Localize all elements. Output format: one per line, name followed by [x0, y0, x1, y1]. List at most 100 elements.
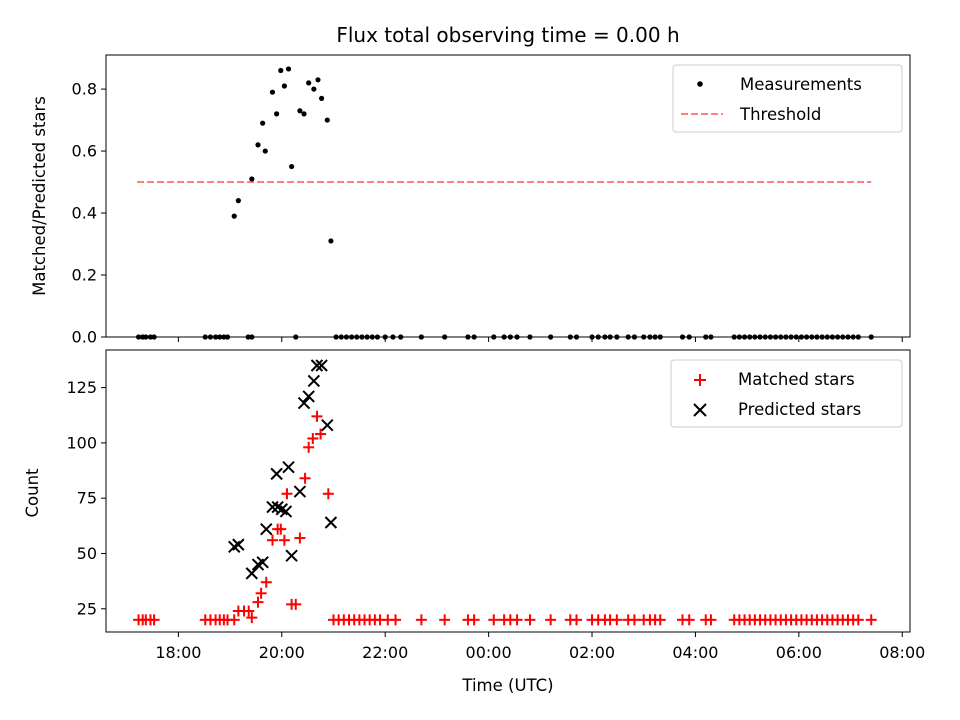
data-point-matched [611, 614, 623, 626]
marker-stroke [232, 538, 245, 551]
data-point-matched [266, 534, 278, 546]
bottom-legend: Matched stars Predicted stars [670, 359, 903, 428]
data-point-matched [303, 441, 315, 453]
data-point-measurement [260, 120, 266, 126]
data-point-matched [281, 488, 293, 500]
y-tick-label: 0.6 [72, 142, 97, 161]
marker-stroke [315, 359, 328, 372]
legend-measurements-label: Measurements [740, 75, 862, 94]
data-point-matched [468, 614, 480, 626]
x-tick-label: 08:00 [879, 643, 925, 662]
data-point-matched [255, 587, 267, 599]
data-point-predicted [270, 467, 283, 481]
data-point-matched [390, 614, 402, 626]
data-point-matched [315, 428, 327, 440]
marker-stroke [285, 549, 298, 562]
data-point-measurement [319, 95, 325, 101]
top-panel: Flux total observing time = 0.00 h 0.00.… [30, 23, 911, 347]
bottom-y-axis-label: Count [23, 468, 42, 518]
marker-stroke [324, 516, 338, 529]
data-point-matched [524, 614, 536, 626]
data-point-matched [252, 596, 264, 608]
legend-matched-label: Matched stars [738, 370, 855, 389]
data-point-predicted [266, 500, 279, 514]
y-tick-label: 50 [77, 544, 97, 563]
data-point-matched [683, 614, 695, 626]
data-point-matched [415, 614, 427, 626]
data-point-matched [148, 614, 160, 626]
data-point-predicted [324, 516, 338, 529]
data-point-measurement [324, 117, 330, 123]
data-point-predicted [293, 485, 307, 498]
data-point-predicted [321, 418, 334, 432]
data-point-matched [865, 614, 877, 626]
axes-frame-1 [105, 349, 911, 633]
data-point-matched [260, 576, 272, 588]
marker-stroke [266, 500, 279, 514]
x-tick-label: 20:00 [259, 643, 305, 662]
legend-threshold-label: Threshold [739, 105, 821, 124]
top-legend-frame [672, 64, 903, 133]
x-tick-label: 06:00 [776, 643, 822, 662]
data-point-matched [511, 614, 523, 626]
data-point-predicted [232, 538, 245, 551]
data-point-measurement [301, 111, 307, 117]
data-point-matched [571, 614, 583, 626]
data-point-predicted [297, 396, 311, 410]
data-point-matched [488, 614, 500, 626]
bottom-panel: 25 50 75 100 125 18:00 20:00 22:00 00:00 02:00 04:… [23, 349, 925, 695]
legend-predicted-marker [693, 403, 707, 417]
data-point-measurement [281, 83, 287, 89]
x-axis-label: Time (UTC) [461, 676, 553, 695]
data-point-measurement [289, 163, 295, 170]
data-point-matched [545, 614, 557, 626]
data-point-matched [290, 598, 302, 610]
data-point-predicted [315, 359, 328, 372]
series-predicted-stars [228, 359, 338, 580]
data-point-predicted [282, 461, 295, 474]
data-point-matched [278, 534, 290, 546]
series-matched-stars [133, 410, 877, 626]
data-point-measurement [262, 148, 268, 154]
data-point-measurement [311, 86, 317, 92]
marker-stroke [275, 503, 289, 516]
y-tick-label: 25 [77, 599, 97, 618]
x-tick-label: 22:00 [362, 643, 408, 662]
data-point-matched [299, 472, 311, 484]
data-point-measurement [231, 213, 237, 219]
data-point-measurement [285, 66, 292, 72]
data-point-measurement [235, 198, 241, 204]
top-plot-area: 0.0 0.2 0.4 0.6 0.8 [72, 54, 911, 347]
data-point-predicted [310, 359, 324, 372]
marker-stroke [270, 467, 283, 481]
data-point-predicted [245, 567, 259, 580]
y-tick-label: 0.0 [72, 328, 97, 347]
data-point-measurement [255, 142, 261, 148]
marker-stroke [256, 556, 269, 569]
data-point-measurement [269, 89, 276, 95]
marker-stroke [282, 461, 295, 474]
marker-stroke [302, 390, 315, 403]
marker-stroke [293, 485, 307, 498]
data-point-measurement [278, 67, 284, 74]
x-tick-label: 04:00 [672, 643, 718, 662]
data-point-predicted [285, 549, 298, 562]
marker-stroke [310, 359, 324, 372]
data-point-matched [294, 532, 306, 544]
legend-predicted-label: Predicted stars [738, 400, 861, 419]
top-legend: Measurements Threshold [672, 64, 903, 133]
marker-stroke [307, 374, 321, 388]
data-point-predicted [302, 390, 315, 403]
y-tick-label: 125 [66, 378, 97, 397]
data-point-matched [628, 614, 640, 626]
x-tick-label: 00:00 [466, 643, 512, 662]
y-tick-label: 75 [77, 489, 97, 508]
chart-title: Flux total observing time = 0.00 h [336, 23, 679, 47]
bottom-plot-area: 25 50 75 100 125 18:00 20:00 22:00 00:00 02:00 04:… [66, 349, 925, 662]
marker-stroke [279, 505, 293, 518]
data-point-measurement [315, 77, 321, 83]
x-tick-label: 02:00 [569, 643, 615, 662]
bottom-legend-frame [670, 359, 903, 428]
marker-stroke [260, 522, 273, 536]
data-point-matched [322, 488, 334, 500]
